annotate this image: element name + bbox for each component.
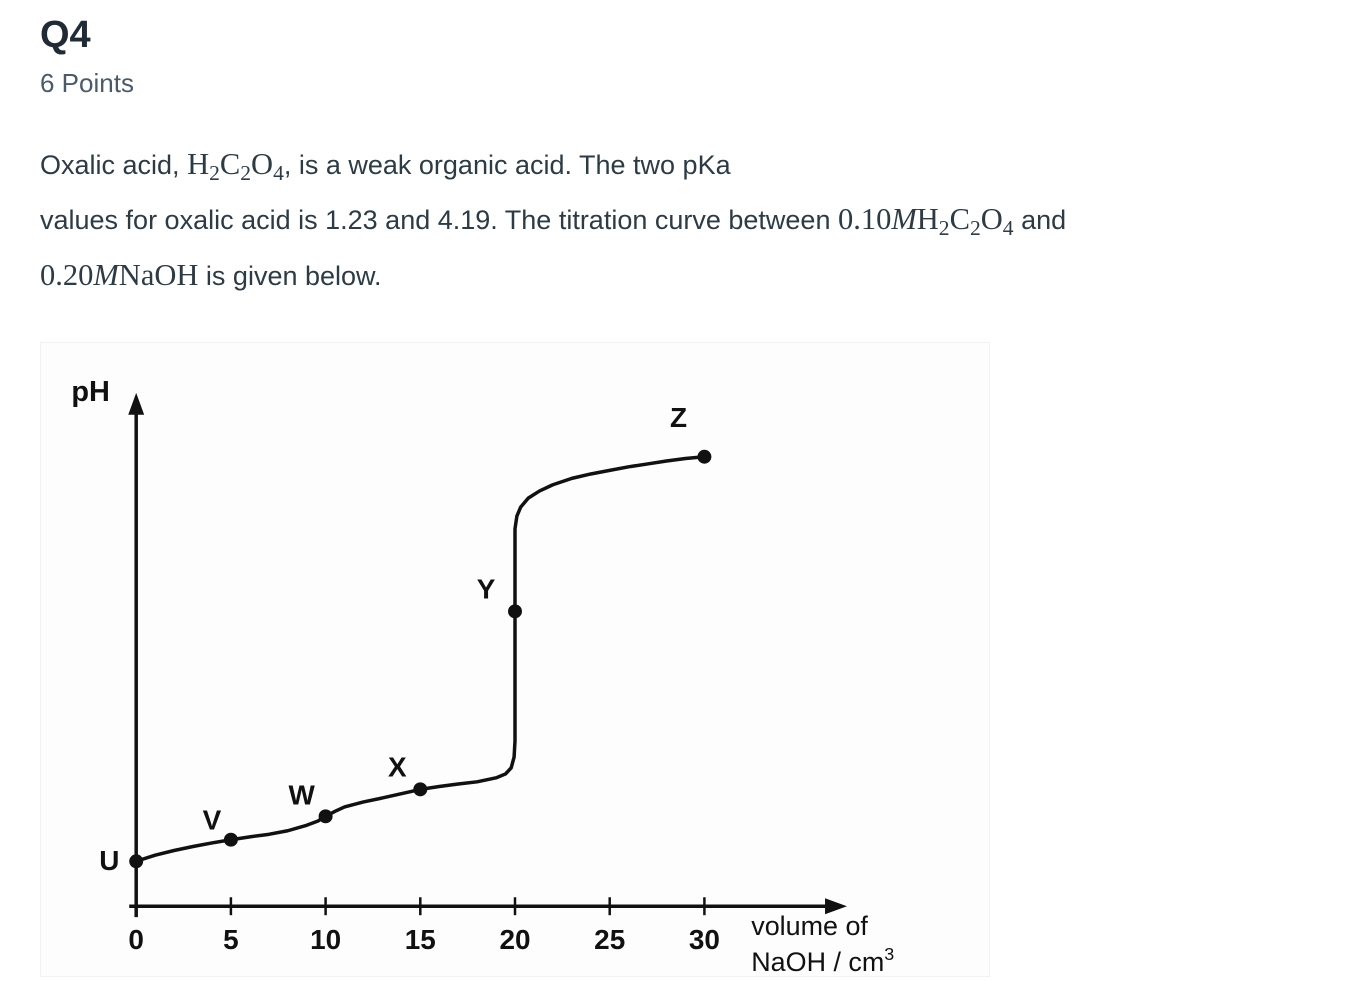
curve-point-label-U: U (99, 845, 119, 876)
curve-point-V (223, 832, 238, 847)
text-segment: C (949, 202, 970, 237)
question-points: 6 Points (40, 67, 134, 98)
text-segment: 2 (209, 160, 220, 185)
x-tick-label: 25 (594, 924, 625, 955)
curve-point-X (413, 782, 428, 797)
text-segment: H (916, 202, 939, 237)
text-segment: NaOH (118, 257, 199, 292)
text-segment: , is a weak organic acid. The two pKa (283, 149, 731, 180)
curve-point-Y (508, 604, 522, 619)
text-segment: values for oxalic acid is 1.23 and 4.19.… (40, 205, 838, 236)
question-number: Q4 (40, 14, 91, 56)
x-axis-arrow (825, 898, 847, 915)
text-segment: 2 (240, 160, 252, 185)
text-segment: 4 (1002, 216, 1014, 241)
y-axis-arrow (128, 392, 145, 415)
x-axis-label-line1: volume of (751, 911, 868, 941)
x-tick-label: 20 (499, 924, 530, 955)
text-segment: M (93, 257, 119, 292)
text-segment: and (1013, 205, 1067, 236)
text-segment: Oxalic acid, (40, 149, 188, 180)
titration-chart: 0 5 10 15 20 25 30 pH volume of NaOH / cm3 U V W X Y Z (40, 341, 990, 977)
x-tick-label: 0 (128, 924, 144, 955)
text-segment: M (891, 202, 917, 237)
curve-point-label-W: W (289, 779, 316, 810)
titration-curve (134, 454, 707, 863)
question-text: Oxalic acid, H2C2O4, is a weak organic a… (40, 137, 1306, 302)
x-tick-label: 30 (689, 924, 720, 955)
curve-point-U (129, 854, 144, 869)
x-tick-label: 5 (223, 924, 239, 955)
text-segment: is given below. (198, 260, 382, 291)
curve-point-label-V: V (203, 805, 222, 836)
text-segment: 2 (969, 216, 981, 241)
curve-point-label-Y: Y (477, 573, 496, 604)
text-segment: O (980, 202, 1003, 237)
x-axis-label-line2: NaOH / cm3 (751, 944, 894, 976)
text-segment: C (219, 146, 241, 181)
text-segment: 0.20 (40, 257, 94, 292)
curve-point-label-Z: Z (670, 402, 687, 433)
text-segment: H (187, 146, 210, 181)
y-axis-label: pH (71, 376, 110, 408)
x-tick-label: 10 (310, 924, 341, 955)
text-segment: O (251, 146, 274, 181)
curve-point-Z (697, 449, 712, 464)
text-segment: 2 (938, 216, 950, 241)
x-tick-label: 15 (405, 924, 436, 955)
curve-point-W (318, 809, 333, 824)
text-segment: 0.10 (837, 202, 892, 237)
curve-point-label-X: X (388, 751, 407, 782)
text-segment: 4 (273, 160, 284, 185)
